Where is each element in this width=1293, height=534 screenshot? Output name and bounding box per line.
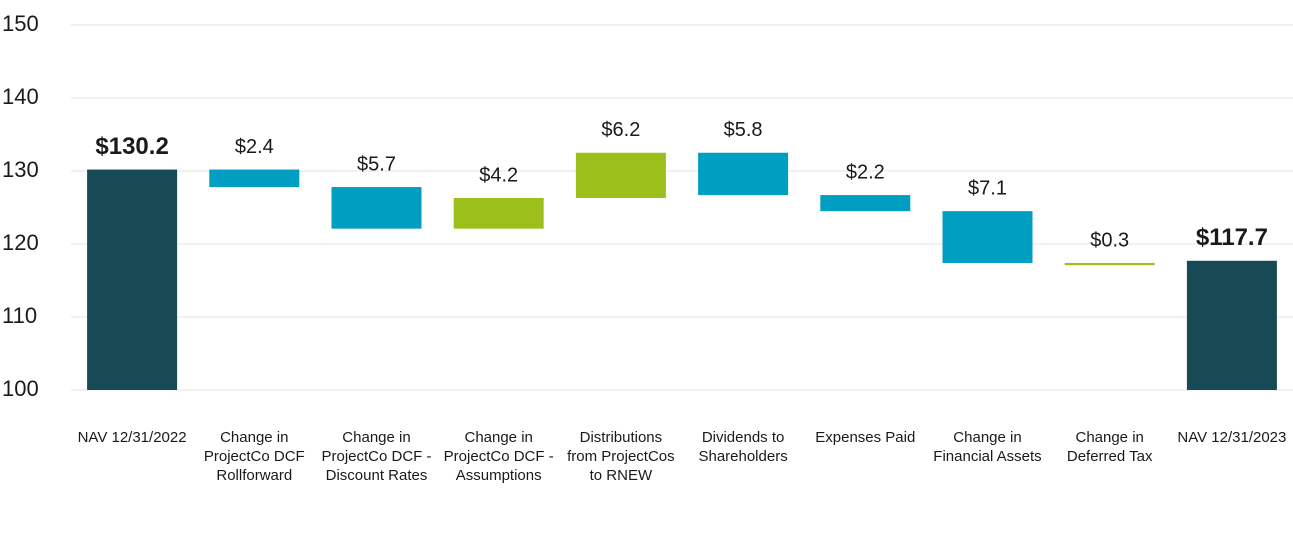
x-tick-label: Dividends to Shareholders — [698, 429, 788, 465]
x-tick-label: Change in ProjectCo DCF - Discount Rates — [321, 429, 432, 484]
y-tick-label: 140 — [2, 84, 39, 109]
y-tick-label: 150 — [2, 11, 39, 36]
x-tick-label: Distributions from ProjectCos to RNEW — [567, 429, 675, 484]
y-tick-label: 130 — [2, 157, 39, 182]
x-tick-label: Change in Financial Assets — [933, 429, 1042, 465]
value-label: $2.4 — [235, 136, 274, 158]
value-label: $7.1 — [968, 177, 1007, 199]
value-label: $117.7 — [1196, 224, 1268, 251]
bar — [331, 187, 422, 229]
value-label: $5.8 — [724, 119, 763, 141]
y-tick-label: 100 — [2, 376, 39, 401]
value-label: $5.7 — [357, 153, 396, 175]
bar — [820, 195, 911, 212]
x-tick-label: Change in Deferred Tax — [1066, 429, 1153, 465]
bar — [87, 169, 178, 390]
y-tick-label: 120 — [2, 230, 39, 255]
value-label: $130.2 — [95, 133, 168, 160]
value-label: $0.3 — [1090, 229, 1129, 251]
x-tick-label: Change in ProjectCo DCF Rollforward — [203, 429, 305, 484]
value-label: $2.2 — [846, 161, 885, 183]
bar — [453, 198, 544, 229]
bar — [209, 169, 300, 188]
value-label: $4.2 — [479, 164, 518, 186]
bar — [1064, 262, 1155, 266]
bar — [1186, 260, 1277, 390]
x-tick-label: NAV 12/31/2023 — [1177, 429, 1287, 446]
bar — [575, 152, 666, 199]
x-tick-label: Change in ProjectCo DCF - Assumptions — [443, 429, 554, 484]
bar — [698, 152, 789, 196]
bar — [942, 211, 1033, 263]
x-tick-label: Expenses Paid — [815, 429, 916, 446]
x-tick-label: NAV 12/31/2022 — [77, 429, 187, 446]
y-tick-label: 110 — [2, 303, 37, 328]
value-label: $6.2 — [601, 119, 640, 141]
